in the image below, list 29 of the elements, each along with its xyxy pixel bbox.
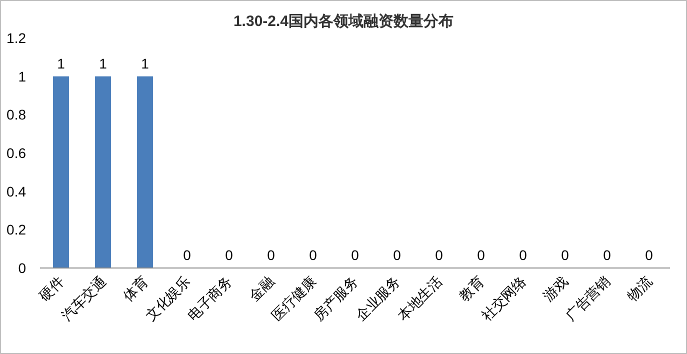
y-tick-label: 0.4 — [6, 183, 26, 200]
data-label: 0 — [561, 247, 570, 263]
chart-title: 1.30-2.4国内各领域融资数量分布 — [233, 13, 454, 30]
y-tick-label: 1 — [18, 68, 26, 84]
data-label: 1 — [141, 55, 150, 72]
data-label: 0 — [225, 247, 234, 263]
data-label: 1 — [99, 55, 108, 72]
data-label: 0 — [351, 247, 360, 263]
data-label: 0 — [645, 247, 654, 263]
x-tick-label: 游戏 — [540, 272, 572, 304]
data-label: 0 — [267, 247, 276, 263]
y-tick-label: 0.8 — [6, 106, 26, 123]
x-tick-label: 教育 — [456, 272, 488, 304]
y-tick-label: 1.2 — [6, 30, 26, 46]
x-tick-label: 硬件 — [36, 272, 68, 304]
data-label: 0 — [477, 247, 486, 263]
y-tick-label: 0.6 — [6, 145, 26, 161]
y-tick-label: 0.2 — [6, 222, 26, 238]
data-label: 0 — [309, 247, 318, 263]
data-label: 0 — [183, 247, 192, 263]
x-tick-label: 物流 — [624, 272, 656, 304]
data-label: 1 — [57, 55, 66, 72]
data-label: 0 — [393, 247, 402, 263]
data-label: 0 — [435, 247, 444, 263]
y-tick-label: 0 — [18, 260, 26, 276]
data-label: 0 — [519, 247, 528, 263]
x-tick-label: 体育 — [120, 272, 152, 304]
x-tick-label: 金融 — [246, 272, 278, 304]
data-label: 0 — [603, 247, 612, 263]
